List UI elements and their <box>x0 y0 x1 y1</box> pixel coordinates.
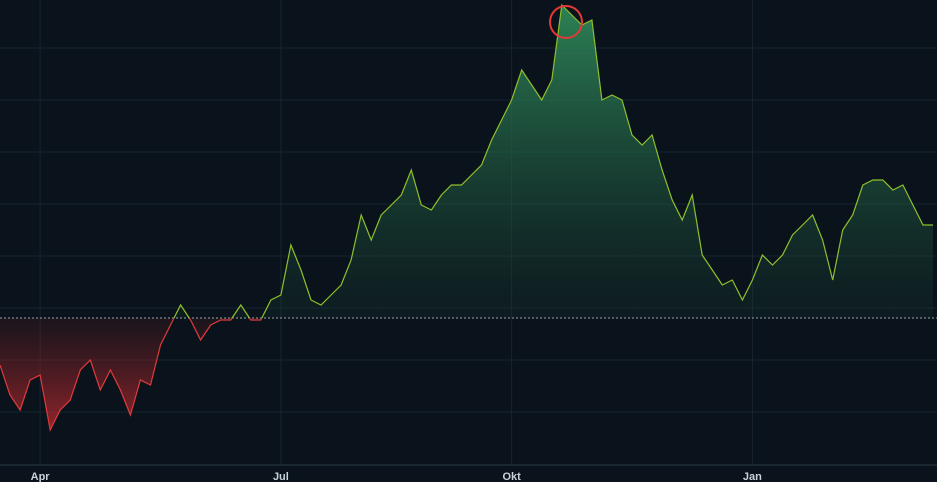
x-tick-label: Jul <box>273 471 289 482</box>
area-fill <box>0 5 933 430</box>
x-tick-label: Jan <box>743 471 762 482</box>
price-line <box>0 3 933 432</box>
x-tick-label: Okt <box>502 471 521 482</box>
plot <box>0 3 937 432</box>
x-tick-label: Apr <box>31 471 51 482</box>
labels: Apr Jul Okt Jan <box>31 471 763 482</box>
highlight-circle <box>549 5 583 39</box>
